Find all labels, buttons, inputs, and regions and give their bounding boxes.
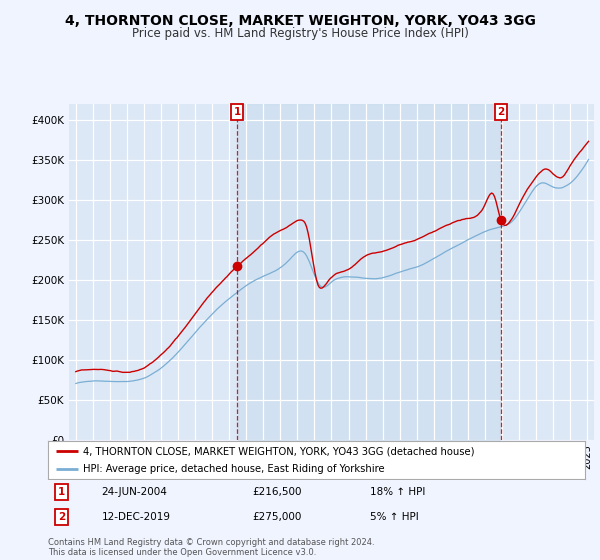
Text: 24-JUN-2004: 24-JUN-2004: [102, 487, 167, 497]
Text: Contains HM Land Registry data © Crown copyright and database right 2024.
This d: Contains HM Land Registry data © Crown c…: [48, 538, 374, 557]
Text: 5% ↑ HPI: 5% ↑ HPI: [370, 512, 419, 522]
Text: 4, THORNTON CLOSE, MARKET WEIGHTON, YORK, YO43 3GG: 4, THORNTON CLOSE, MARKET WEIGHTON, YORK…: [65, 14, 535, 28]
Text: HPI: Average price, detached house, East Riding of Yorkshire: HPI: Average price, detached house, East…: [83, 464, 385, 474]
Text: 1: 1: [58, 487, 65, 497]
Text: £275,000: £275,000: [252, 512, 301, 522]
Text: £216,500: £216,500: [252, 487, 302, 497]
Text: Price paid vs. HM Land Registry's House Price Index (HPI): Price paid vs. HM Land Registry's House …: [131, 27, 469, 40]
Text: 18% ↑ HPI: 18% ↑ HPI: [370, 487, 425, 497]
Text: 2: 2: [497, 107, 505, 117]
Text: 1: 1: [233, 107, 241, 117]
Text: 12-DEC-2019: 12-DEC-2019: [102, 512, 170, 522]
Text: 4, THORNTON CLOSE, MARKET WEIGHTON, YORK, YO43 3GG (detached house): 4, THORNTON CLOSE, MARKET WEIGHTON, YORK…: [83, 446, 475, 456]
Text: 2: 2: [58, 512, 65, 522]
